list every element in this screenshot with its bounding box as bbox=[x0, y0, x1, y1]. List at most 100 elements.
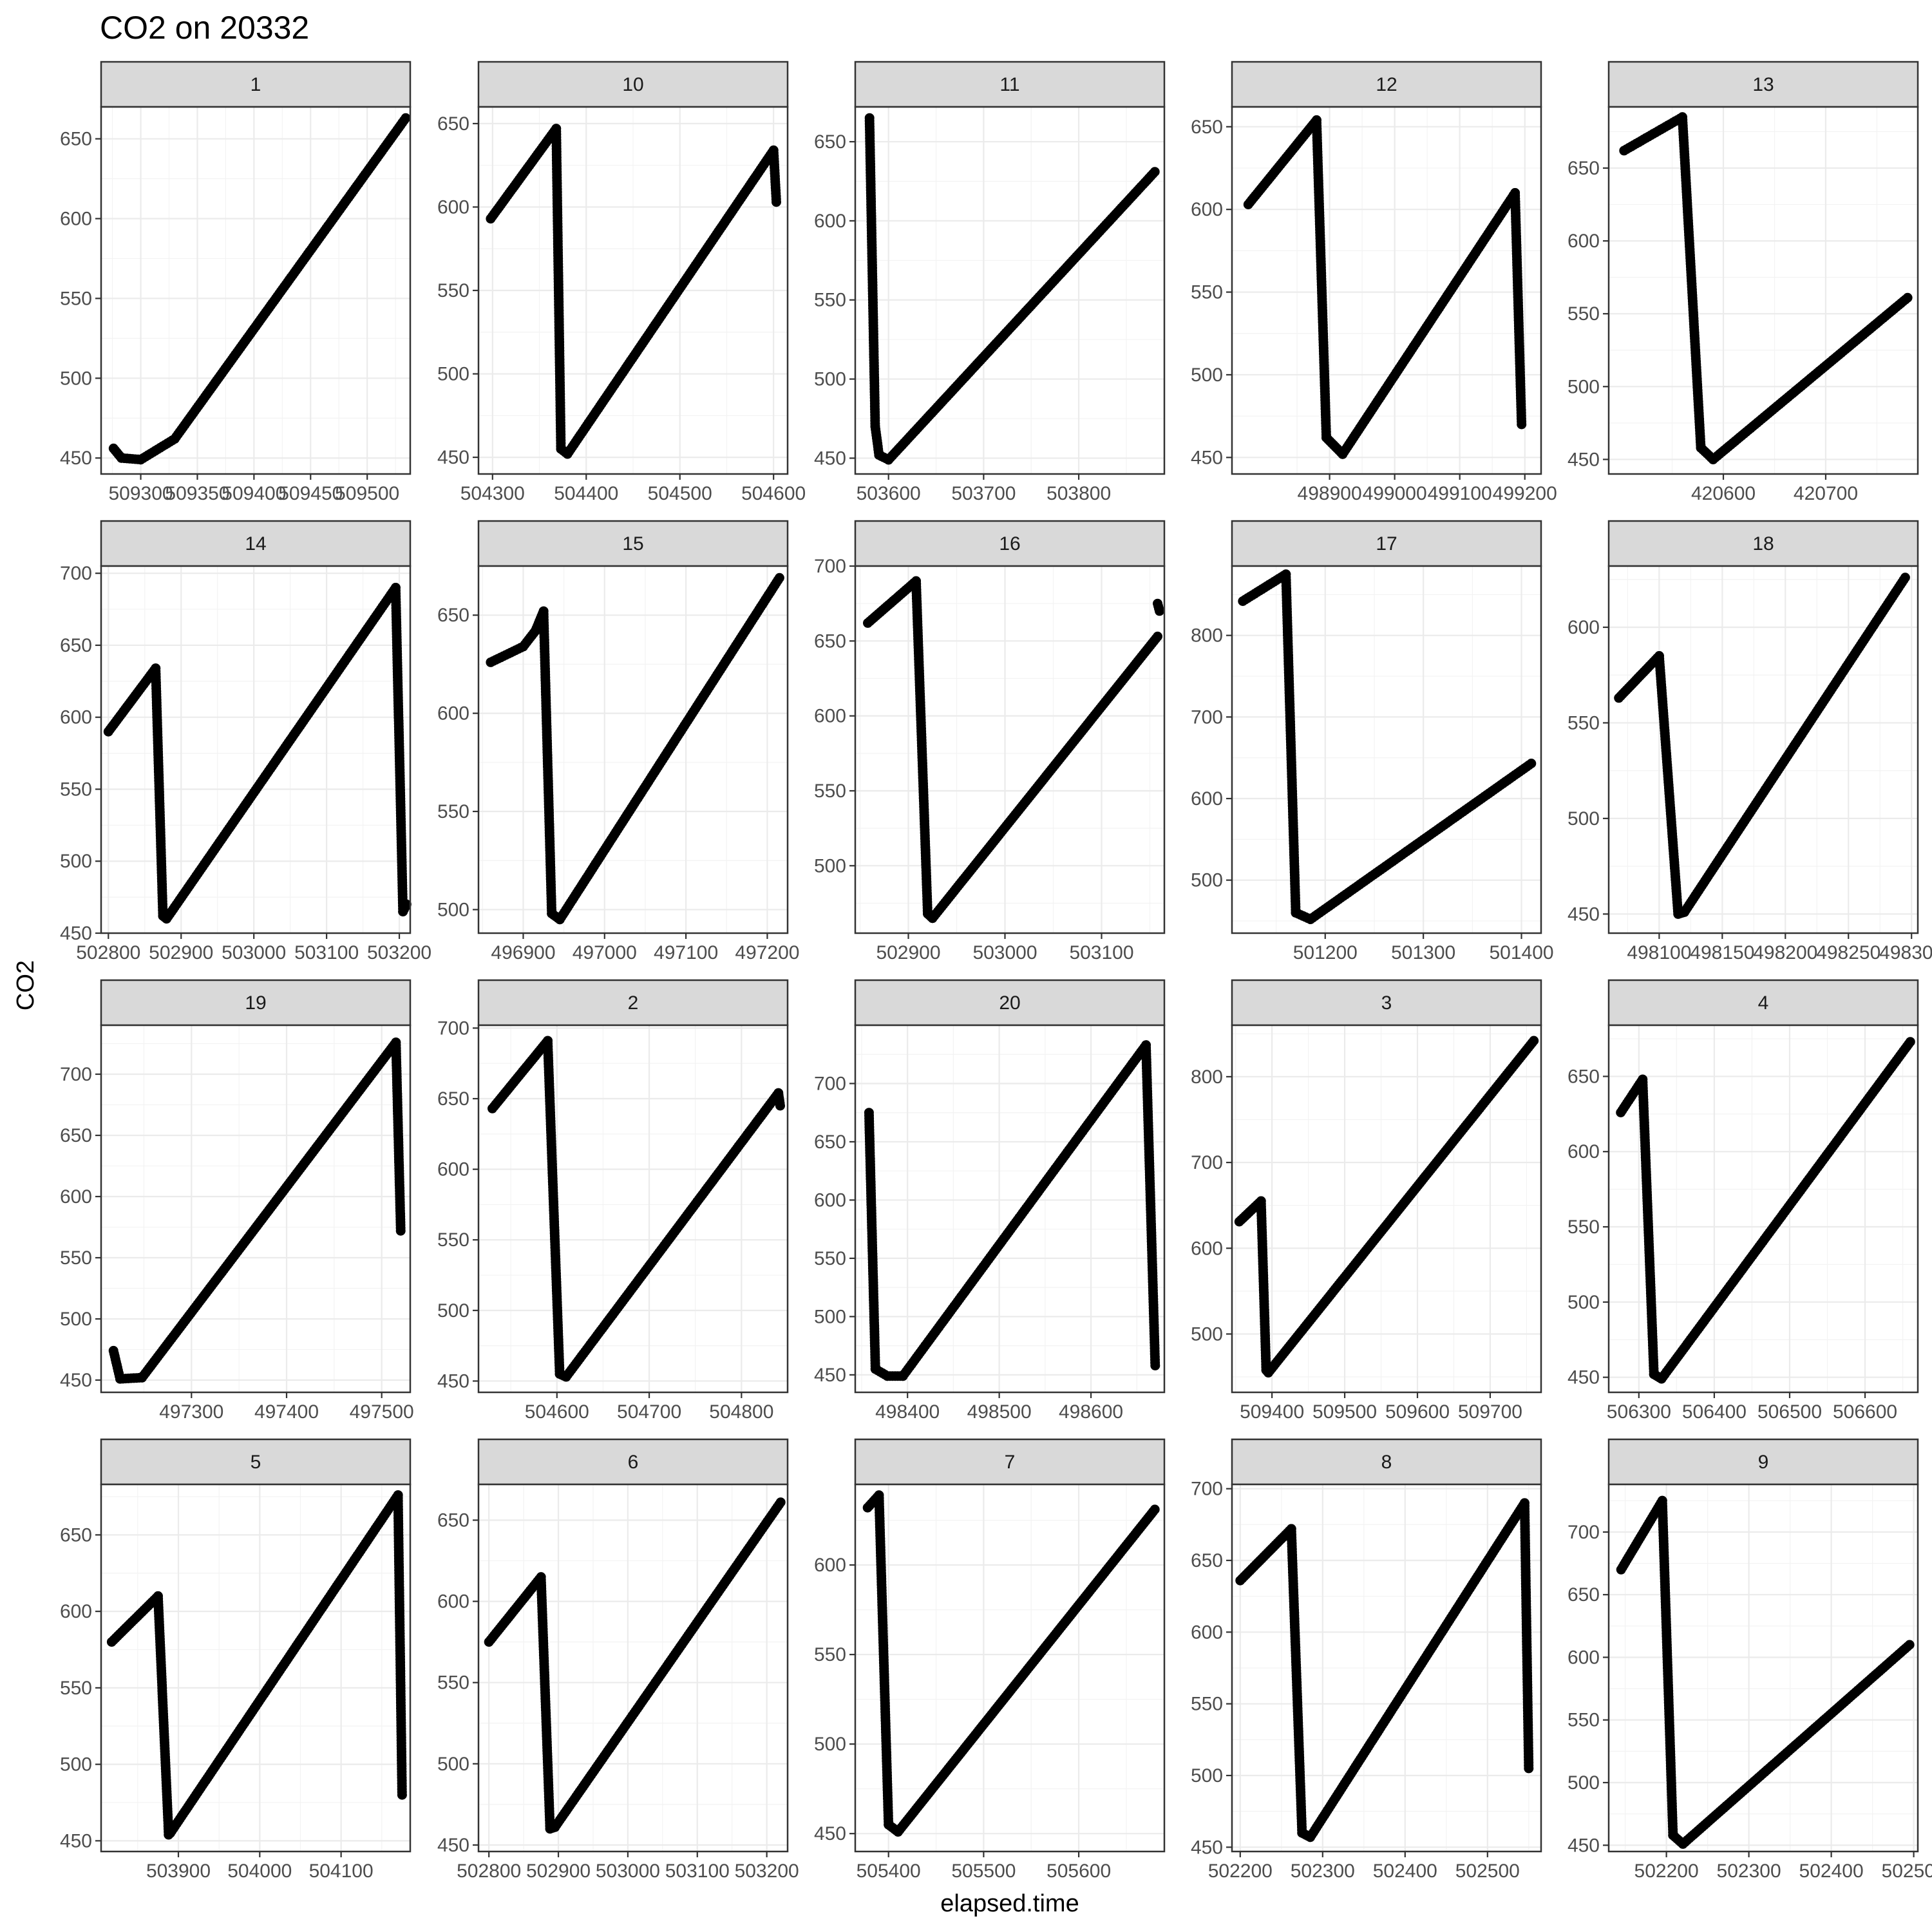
x-tick-label: 497300 bbox=[159, 1401, 223, 1423]
y-tick-label: 500 bbox=[437, 364, 469, 385]
y-tick-label: 600 bbox=[1191, 1238, 1223, 1259]
x-tick-label: 504400 bbox=[554, 483, 618, 504]
y-tick-label: 700 bbox=[814, 1073, 846, 1094]
y-tick-label: 450 bbox=[1191, 447, 1223, 468]
x-tick-label: 509450 bbox=[278, 483, 343, 504]
y-tick-label: 700 bbox=[60, 563, 92, 584]
data-point bbox=[774, 573, 784, 583]
x-tick-label: 503100 bbox=[294, 942, 359, 963]
y-tick-label: 600 bbox=[437, 1159, 469, 1180]
x-tick-label: 509400 bbox=[222, 483, 286, 504]
y-tick-label: 600 bbox=[814, 706, 846, 727]
panel-border bbox=[477, 106, 789, 475]
facet-strip bbox=[100, 61, 412, 108]
x-tick-label: 497100 bbox=[654, 942, 718, 963]
y-tick-label: 500 bbox=[60, 1309, 92, 1330]
y-tick-label: 550 bbox=[1191, 282, 1223, 303]
y-tick-label: 500 bbox=[1191, 365, 1223, 386]
x-tick-label: 496900 bbox=[491, 942, 555, 963]
x-tick-label: 498150 bbox=[1690, 942, 1754, 963]
x-tick-label: 502800 bbox=[76, 942, 140, 963]
y-tick-label: 450 bbox=[60, 1370, 92, 1391]
x-tick-label: 509600 bbox=[1385, 1401, 1450, 1423]
x-tick-label: 503600 bbox=[857, 483, 921, 504]
x-tick-label: 499100 bbox=[1428, 483, 1492, 504]
x-tick-label: 501400 bbox=[1489, 942, 1553, 963]
y-tick-label: 800 bbox=[1191, 1066, 1223, 1088]
y-axis-title: CO2 bbox=[12, 960, 39, 1010]
x-tick-label: 498600 bbox=[1059, 1401, 1123, 1423]
data-point bbox=[1517, 419, 1527, 430]
y-tick-label: 600 bbox=[1191, 199, 1223, 220]
y-tick-label: 450 bbox=[437, 447, 469, 468]
data-point bbox=[401, 899, 412, 909]
x-tick-label: 497000 bbox=[573, 942, 637, 963]
data-point bbox=[1153, 631, 1162, 641]
panel-background bbox=[855, 566, 1164, 933]
facet-strip-label: 5 bbox=[251, 1452, 261, 1473]
facet-strip-label: 11 bbox=[999, 74, 1019, 95]
x-tick-label: 504800 bbox=[709, 1401, 773, 1423]
y-tick-label: 450 bbox=[814, 1365, 846, 1386]
facet-strip-label: 2 bbox=[628, 992, 639, 1014]
y-tick-label: 450 bbox=[60, 448, 92, 469]
x-tick-label: 503000 bbox=[222, 942, 286, 963]
data-point bbox=[1902, 292, 1913, 303]
y-tick-label: 650 bbox=[60, 1125, 92, 1146]
x-tick-label: 497400 bbox=[254, 1401, 319, 1423]
x-tick-label: 498300 bbox=[1879, 942, 1932, 963]
x-tick-label: 497500 bbox=[350, 1401, 414, 1423]
facet-strip-label: 10 bbox=[622, 74, 643, 95]
x-tick-label: 504700 bbox=[617, 1401, 681, 1423]
y-tick-label: 650 bbox=[60, 635, 92, 656]
y-tick-label: 600 bbox=[1567, 617, 1600, 638]
data-point bbox=[401, 113, 411, 123]
y-tick-label: 700 bbox=[1191, 1152, 1223, 1173]
data-points bbox=[103, 583, 412, 924]
x-tick-label: 499000 bbox=[1363, 483, 1427, 504]
y-tick-label: 450 bbox=[60, 1830, 92, 1852]
facet-strip-label: 17 bbox=[1376, 533, 1397, 554]
y-tick-label: 550 bbox=[60, 779, 92, 800]
data-point bbox=[772, 197, 781, 207]
y-tick-label: 550 bbox=[814, 290, 846, 311]
y-tick-label: 650 bbox=[437, 113, 469, 135]
data-point bbox=[1900, 573, 1910, 583]
y-tick-label: 600 bbox=[1567, 231, 1600, 252]
facet-strip bbox=[1607, 61, 1919, 108]
x-tick-label: 509500 bbox=[1312, 1401, 1377, 1423]
y-tick-label: 500 bbox=[1567, 376, 1600, 397]
y-tick-label: 450 bbox=[1567, 449, 1600, 470]
x-tick-label: 498900 bbox=[1298, 483, 1362, 504]
y-tick-label: 600 bbox=[814, 1189, 846, 1211]
panel-background bbox=[1232, 566, 1541, 933]
y-tick-label: 650 bbox=[1191, 117, 1223, 138]
y-tick-label: 450 bbox=[60, 923, 92, 944]
x-tick-label: 501200 bbox=[1293, 942, 1358, 963]
data-points bbox=[486, 573, 784, 925]
facet-strip-label: 16 bbox=[999, 533, 1020, 554]
y-tick-label: 550 bbox=[437, 1229, 469, 1251]
facet-panel-18: 1849810049815049820049825049830045050055… bbox=[1567, 520, 1932, 963]
x-tick-label: 509500 bbox=[335, 483, 399, 504]
y-tick-label: 500 bbox=[437, 899, 469, 920]
y-tick-label: 550 bbox=[60, 1247, 92, 1269]
panel-border bbox=[100, 106, 412, 475]
x-tick-label: 498400 bbox=[875, 1401, 940, 1423]
facet-strip-label: 4 bbox=[1758, 992, 1769, 1014]
y-tick-label: 700 bbox=[1191, 706, 1223, 728]
data-point bbox=[395, 1226, 406, 1236]
y-tick-label: 650 bbox=[1567, 158, 1600, 179]
y-tick-label: 650 bbox=[437, 1088, 469, 1110]
y-tick-label: 600 bbox=[60, 1186, 92, 1208]
x-tick-label: 503000 bbox=[972, 942, 1037, 963]
y-tick-label: 650 bbox=[60, 129, 92, 150]
facet-panels: 1509300509350509400509450509500450500550… bbox=[60, 61, 1932, 1882]
facet-strip bbox=[100, 520, 412, 567]
x-tick-label: 498200 bbox=[1753, 942, 1817, 963]
